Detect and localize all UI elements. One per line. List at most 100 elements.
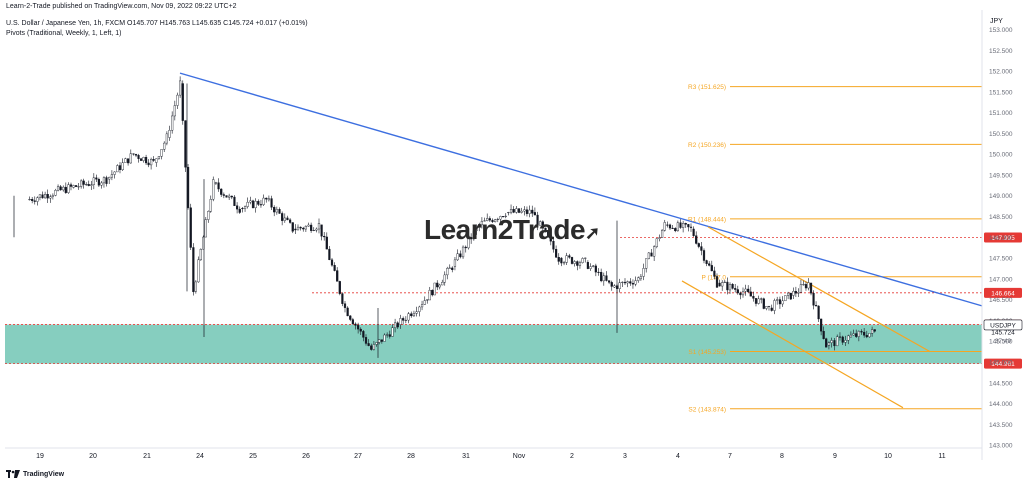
candle-body: [317, 223, 321, 230]
x-tick-label: 2: [570, 453, 574, 460]
y-tick-label: 147.500: [989, 256, 1013, 263]
candle-body: [41, 194, 44, 199]
candle-body: [380, 339, 383, 342]
candle-body: [451, 267, 454, 270]
candle-body: [825, 338, 828, 348]
candle-body: [307, 224, 310, 227]
candle-body: [209, 199, 212, 212]
candle-body: [105, 177, 108, 184]
candle-body: [528, 209, 531, 214]
candle-body: [199, 248, 202, 261]
candle-body: [754, 298, 758, 304]
candle-body: [333, 264, 336, 271]
candle-body: [160, 149, 163, 157]
candle-body: [456, 253, 459, 261]
ohlc-values: O145.707 H145.763 L145.635 C145.724 +0.0…: [127, 20, 308, 27]
price-level-tag: [984, 358, 1022, 369]
symbol-tag-label: USDJPY: [990, 322, 1016, 329]
pivot-label: P (147.0: [702, 274, 727, 281]
candle-body: [249, 200, 252, 203]
candle-body: [341, 293, 344, 304]
candle-body: [653, 246, 656, 257]
candle-body: [189, 207, 192, 248]
channel-lower-line: [681, 280, 904, 409]
symbol-name[interactable]: U.S. Dollar / Japanese Yen, 1h, FXCM: [6, 20, 126, 27]
tradingview-logo[interactable]: TradingView: [6, 470, 64, 478]
candle-body: [92, 177, 95, 185]
y-tick-label: 145.500: [989, 339, 1013, 346]
price-level-label: 144.961: [991, 361, 1015, 368]
candle-body: [72, 185, 75, 188]
currency-label: JPY: [990, 18, 1003, 25]
candle-body: [838, 336, 842, 338]
candle-body: [150, 159, 153, 166]
candle-body: [69, 184, 73, 187]
x-tick-label: 11: [938, 453, 945, 460]
indicator-label[interactable]: Pivots (Traditional, Weekly, 1, Left, 1): [6, 30, 122, 37]
candle-body: [291, 222, 294, 232]
candle-body: [605, 275, 608, 281]
candle-body: [102, 177, 106, 184]
candle-body: [833, 340, 836, 347]
candle-body: [370, 345, 373, 350]
candle-body: [155, 158, 158, 163]
candle-body: [629, 281, 632, 284]
candle-body: [354, 323, 357, 326]
candle-body: [702, 250, 706, 261]
candle-body: [765, 305, 768, 309]
candle-body: [757, 298, 760, 304]
channel-upper-line: [707, 226, 931, 353]
candle-body: [486, 218, 489, 221]
candle-body: [873, 329, 876, 332]
candle-body: [423, 300, 426, 305]
candle-body: [378, 339, 381, 343]
y-tick-label: 145.000: [989, 359, 1013, 366]
pivot-label: R2 (150.236): [688, 142, 726, 149]
x-tick-label: 8: [780, 453, 784, 460]
publisher-text: Learn-2-Trade published on TradingView.c…: [6, 3, 237, 10]
candle-body: [715, 276, 719, 288]
candle-body: [235, 205, 239, 210]
candle-body: [491, 219, 494, 223]
y-tick-label: 149.000: [989, 193, 1013, 200]
candle-body: [776, 299, 779, 301]
candle-body: [446, 268, 449, 276]
candle-body: [682, 223, 685, 228]
candle-body: [650, 252, 653, 257]
x-tick-label: 21: [143, 453, 151, 460]
candle-body: [428, 290, 431, 301]
bar-countdown: 37:49: [995, 338, 1012, 345]
candle-body: [238, 208, 241, 213]
y-tick-label: 150.500: [989, 131, 1013, 138]
candle-body: [97, 179, 100, 186]
candle-body: [470, 237, 473, 240]
candle-body: [459, 253, 462, 258]
candle-body: [357, 325, 360, 330]
candle-body: [289, 219, 292, 223]
candle-body: [512, 209, 515, 213]
candle-body: [207, 211, 210, 220]
candle-body: [77, 186, 80, 188]
candle-body: [744, 288, 747, 292]
candle-body: [663, 222, 666, 231]
candle-body: [602, 275, 605, 282]
candle-body: [849, 334, 852, 338]
candle-body: [705, 260, 708, 264]
candle-body: [315, 228, 318, 231]
y-tick-label: 148.000: [989, 235, 1013, 242]
pivot-label: R1 (148.444): [688, 216, 726, 223]
candle-body: [214, 182, 217, 184]
candle-body: [749, 291, 752, 297]
candle-body: [28, 199, 31, 201]
candle-body: [531, 209, 534, 214]
candle-body: [243, 206, 247, 209]
candle-body: [433, 282, 436, 296]
candle-body: [351, 319, 354, 325]
candle-body: [467, 237, 470, 249]
candle-body: [402, 318, 405, 321]
candle-body: [228, 195, 231, 198]
candle-body: [631, 283, 635, 285]
candle-body: [623, 281, 627, 284]
candle-body: [67, 184, 70, 193]
